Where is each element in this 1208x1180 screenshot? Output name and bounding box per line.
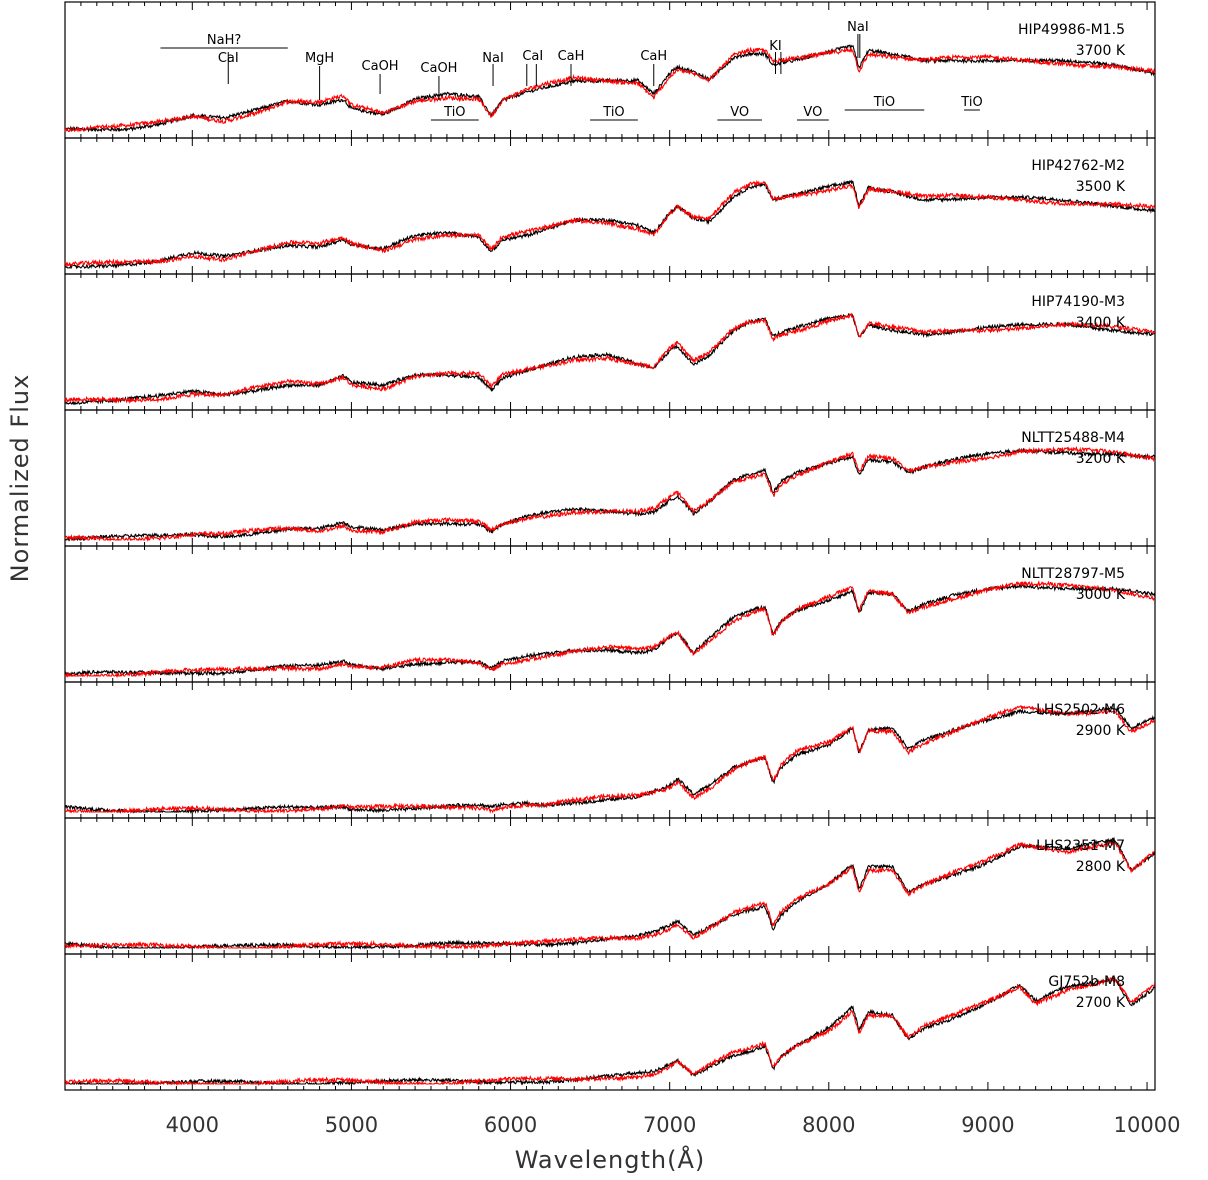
feature-markers: NaH?CaIMgHCaOHCaOHTiONaICaICaICaHTiOCaHV… [160,20,983,121]
x-tick-label: 10000 [1114,1113,1181,1137]
panel-frame [64,273,1156,411]
temperature-label: 3200 K [1076,451,1126,467]
x-tick-label: 5000 [325,1113,378,1137]
observed-spectrum [64,447,1156,542]
panel-frame [64,545,1156,683]
feature-label: CaI [218,51,239,66]
x-tick-label: 8000 [802,1113,855,1137]
temperature-label: 3000 K [1076,587,1126,603]
star-label: HIP74190-M3 [1031,294,1125,310]
feature-label: TiO [443,105,465,120]
feature-label: VO [803,105,822,120]
feature-label: TiO [873,95,895,110]
observed-spectrum [64,179,1156,270]
star-label: HIP49986-M1.5 [1018,22,1125,38]
star-label: NLTT28797-M5 [1021,566,1125,582]
observed-spectrum [64,836,1156,950]
feature-label: TiO [602,105,624,120]
panel-4: NLTT25488-M4 3200 K [64,409,1156,547]
feature-label: NaI [847,20,869,35]
temperature-label: 2800 K [1076,859,1126,875]
y-axis-label: Normalized Flux [6,374,34,583]
star-label: GJ752b-M8 [1048,974,1125,990]
feature-label: CaOH [362,59,399,74]
temperature-label: 3700 K [1076,43,1126,59]
feature-label: CaH [558,49,585,64]
x-tick-label: 6000 [484,1113,537,1137]
feature-label: NaH? [207,33,241,48]
model-spectrum [64,312,1156,405]
x-axis-label: Wavelength(Å) [515,1145,706,1174]
feature-label: CaI [522,49,543,64]
panel-3: HIP74190-M3 3400 K [64,273,1156,411]
temperature-label: 3500 K [1076,179,1126,195]
x-tick-label: 4000 [166,1113,219,1137]
model-spectrum [64,46,1156,133]
star-label: LHS2502-M6 [1036,702,1125,718]
star-label: LHS2351-M7 [1036,838,1125,854]
feature-label: CaH [640,49,667,64]
panel-1: HIP49986-M1.5 3700 K NaH? CaI MgH CaOH CaOH TiO… [64,1,1156,139]
panel-5: NLTT28797-M5 3000 K [64,545,1156,683]
x-tick-labels: 4000 5000 6000 7000 8000 9000 10000 [166,1113,1181,1137]
observed-spectrum [64,977,1156,1087]
model-spectrum [64,445,1155,543]
x-tick-label: 7000 [643,1113,696,1137]
feature-label: TiO [960,95,982,110]
temperature-label: 2700 K [1076,995,1126,1011]
star-label: NLTT25488-M4 [1021,430,1125,446]
model-spectrum [64,179,1156,268]
temperature-label: 2900 K [1076,723,1126,739]
feature-label: KI [769,39,781,54]
panel-2: HIP42762-M2 3500 K [64,137,1156,275]
feature-label: MgH [305,51,334,66]
feature-label: NaI [482,51,504,66]
model-spectrum [64,976,1156,1086]
panel-6: LHS2502-M6 2900 K [64,681,1156,819]
panel-frame [64,817,1156,955]
x-tick-label: 9000 [961,1113,1014,1137]
model-spectrum [64,580,1155,678]
panel-7: LHS2351-M7 2800 K [64,817,1156,955]
feature-label: CaOH [420,61,457,76]
feature-label: VO [730,105,749,120]
model-spectrum [64,839,1155,951]
star-label: HIP42762-M2 [1031,158,1125,174]
model-spectrum [64,704,1156,815]
panel-frame [64,409,1156,547]
observed-spectrum [64,583,1156,677]
temperature-label: 3400 K [1076,315,1126,331]
panel-frame [64,953,1156,1091]
panel-8: GJ752b-M8 2700 K [64,953,1156,1091]
panels-group: HIP49986-M1.5 3700 K NaH? CaI MgH CaOH CaOH TiO… [64,1,1156,1091]
